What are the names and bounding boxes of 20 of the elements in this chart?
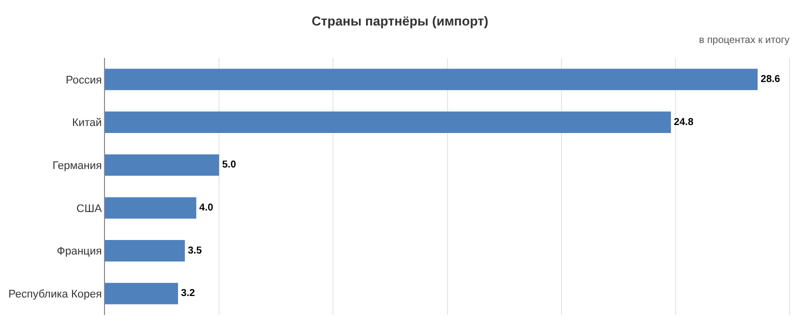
y-tick-label: Франция: [56, 246, 102, 258]
bar: [105, 154, 220, 176]
data-label: 28.6: [760, 74, 781, 85]
y-tick-label: Китай: [72, 117, 102, 130]
y-tick-label: Республика Корея: [8, 288, 102, 300]
data-label: 24.8: [674, 116, 694, 128]
y-tick-label: Германия: [52, 160, 102, 172]
bar: [105, 282, 178, 304]
data-label: 4.0: [199, 202, 214, 214]
bar: [105, 68, 758, 90]
data-label: 3.2: [181, 288, 196, 300]
bar: [105, 112, 671, 133]
data-label: 3.5: [188, 245, 202, 256]
data-label: 5.0: [222, 160, 236, 171]
y-tick-label: США: [76, 202, 102, 215]
chart-title: Страны партнёры (импорт): [312, 13, 488, 28]
bar: [105, 197, 196, 219]
y-tick-label: Россия: [66, 74, 102, 86]
bar: [105, 240, 185, 262]
chart-subtitle: в процентах к итогу: [699, 35, 790, 46]
